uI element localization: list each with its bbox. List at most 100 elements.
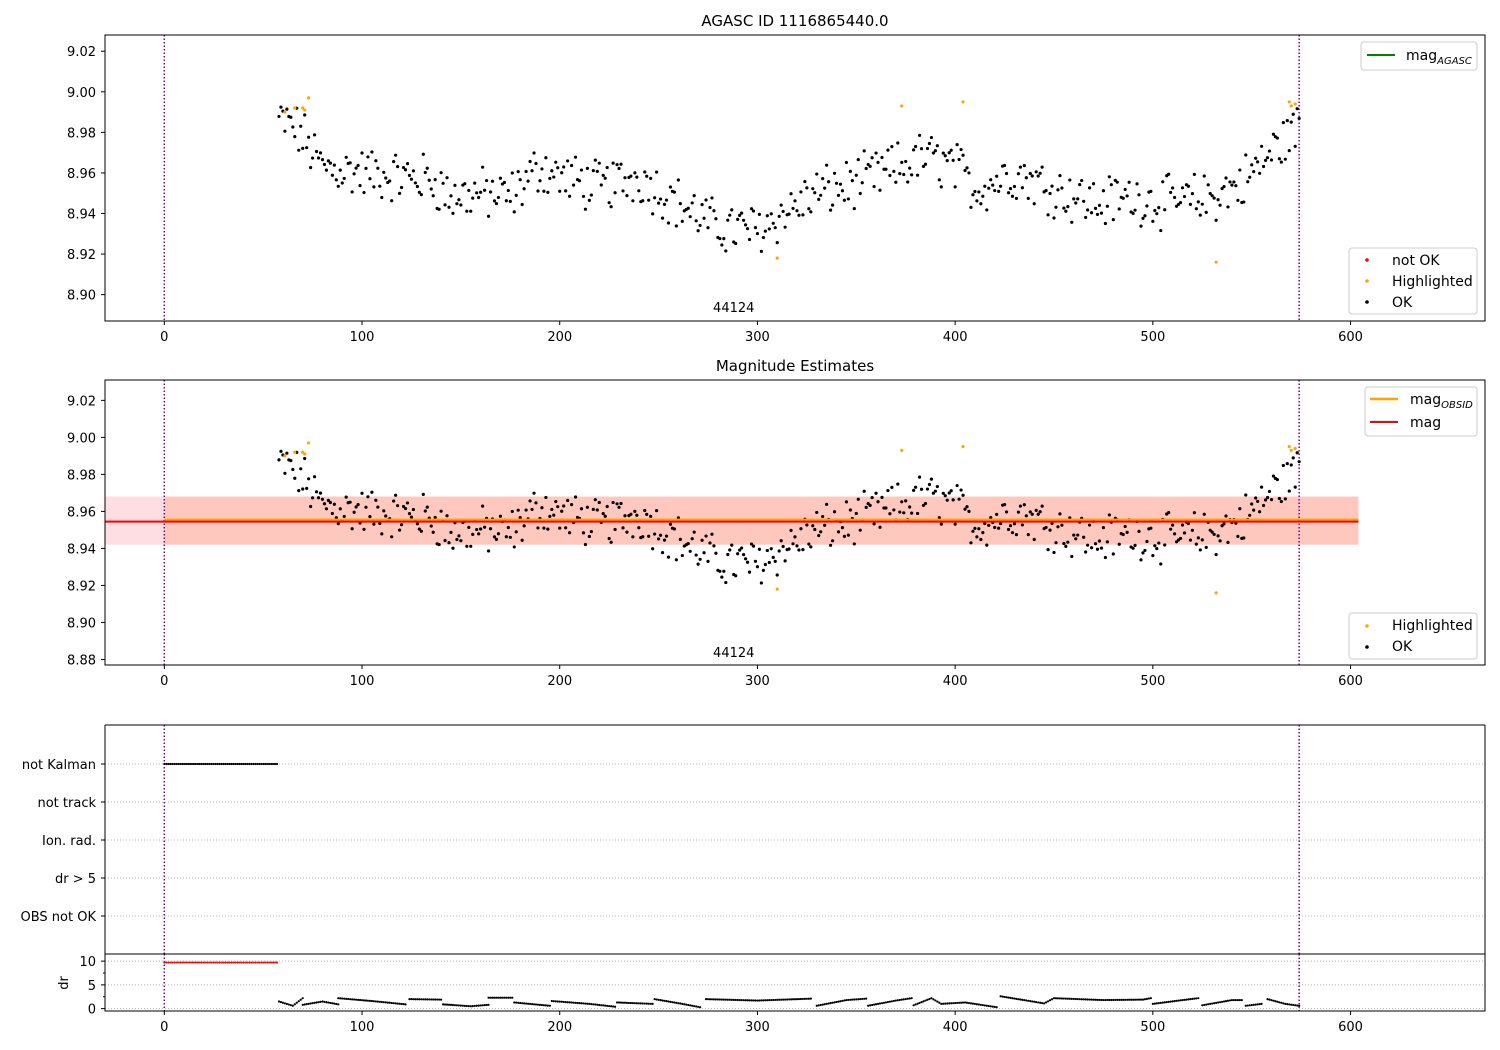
dr-point	[1270, 999, 1273, 1002]
flag-point	[167, 762, 170, 766]
ok-point	[876, 500, 880, 504]
dr-point	[1238, 998, 1241, 1002]
dr-point	[924, 999, 927, 1002]
ok-point	[1133, 208, 1137, 212]
ok-point	[1012, 522, 1017, 526]
ok-point	[1190, 528, 1194, 532]
ok-point	[803, 179, 807, 184]
ok-point	[494, 201, 499, 206]
ok-point	[605, 504, 609, 509]
ok-point	[605, 165, 609, 170]
ok-point	[512, 545, 516, 549]
legend-not-ok-marker	[1365, 258, 1369, 262]
ok-point	[1210, 194, 1214, 198]
flag-point	[254, 762, 257, 766]
ok-point	[1135, 182, 1139, 186]
dr-point	[718, 998, 721, 1001]
ok-point	[878, 188, 882, 192]
x-tick-label: 400	[943, 330, 968, 345]
ok-point	[326, 159, 331, 163]
ok-point	[401, 165, 406, 170]
dr-point	[570, 1001, 573, 1004]
legend-highlighted-marker	[1365, 279, 1369, 283]
ok-point	[653, 196, 657, 200]
ok-point	[1218, 203, 1222, 207]
ok-point	[366, 155, 370, 159]
dr-point	[1209, 1002, 1212, 1006]
ok-point	[467, 188, 471, 193]
dr-point	[896, 999, 899, 1002]
ok-point	[741, 553, 746, 557]
dr-point	[1149, 997, 1152, 1000]
ok-point	[382, 170, 386, 174]
ok-point	[947, 151, 951, 155]
ok-point	[718, 569, 722, 573]
dr-point	[475, 1004, 478, 1007]
ok-point	[625, 530, 629, 534]
dr-point	[398, 1002, 401, 1005]
ok-point	[303, 113, 307, 117]
dr-point	[1254, 1003, 1257, 1006]
dr-point	[902, 998, 905, 1001]
ok-point	[830, 203, 835, 207]
ok-point	[1050, 184, 1054, 188]
dr-point	[422, 998, 425, 1001]
ok-point	[1024, 176, 1028, 180]
ok-point	[457, 198, 461, 202]
ok-point	[898, 510, 902, 514]
ok-point	[1190, 192, 1194, 196]
ok-point	[396, 504, 400, 508]
ok-point	[666, 555, 671, 559]
ok-point	[906, 180, 910, 184]
highlighted-point	[900, 104, 904, 108]
dr-point	[615, 1001, 619, 1004]
dr-point	[285, 1002, 288, 1006]
ok-point	[635, 513, 639, 517]
highlighted-point	[900, 448, 904, 452]
ok-point	[301, 487, 305, 491]
dr-point	[693, 1004, 696, 1008]
dr-point	[1060, 997, 1064, 1000]
dr-point	[548, 1004, 551, 1007]
x-tick-label: 500	[1140, 674, 1165, 689]
ok-point	[324, 507, 329, 511]
dr-not-ok-point	[250, 961, 253, 964]
ok-point	[348, 161, 352, 165]
dr-point	[416, 998, 419, 1001]
highlighted-point	[775, 587, 779, 591]
dr-point	[341, 997, 344, 1000]
ok-point	[425, 166, 429, 170]
ok-point	[344, 155, 348, 159]
ok-point	[1214, 552, 1218, 557]
ok-point	[738, 548, 742, 552]
dr-not-ok-point	[198, 961, 201, 964]
ok-point	[726, 552, 730, 557]
dr-point	[343, 997, 346, 1000]
legend-ok-marker	[1365, 645, 1369, 649]
dr-point	[760, 999, 763, 1002]
dr-not-ok-point	[194, 961, 198, 964]
ok-point	[1267, 489, 1272, 494]
dr-point	[801, 997, 805, 1001]
ok-point	[690, 537, 694, 541]
ok-point	[779, 203, 783, 207]
dr-point	[861, 997, 864, 1001]
dr-point	[426, 998, 429, 1001]
category-label: not Kalman	[22, 758, 96, 773]
ok-point	[314, 490, 319, 494]
ok-point	[1178, 200, 1183, 205]
dr-point	[756, 999, 759, 1002]
ok-point	[987, 523, 991, 527]
dr-point	[1025, 999, 1028, 1002]
ok-point	[399, 185, 404, 190]
ok-point	[447, 205, 451, 209]
ok-point	[981, 194, 985, 198]
y-tick-label: 8.94	[67, 207, 96, 222]
dr-point	[787, 998, 791, 1001]
dr-point	[659, 999, 662, 1002]
ok-point	[540, 506, 544, 510]
ok-point	[834, 181, 839, 185]
dr-point	[1013, 997, 1016, 1000]
dr-point	[1106, 998, 1109, 1002]
dr-point	[989, 1005, 992, 1008]
